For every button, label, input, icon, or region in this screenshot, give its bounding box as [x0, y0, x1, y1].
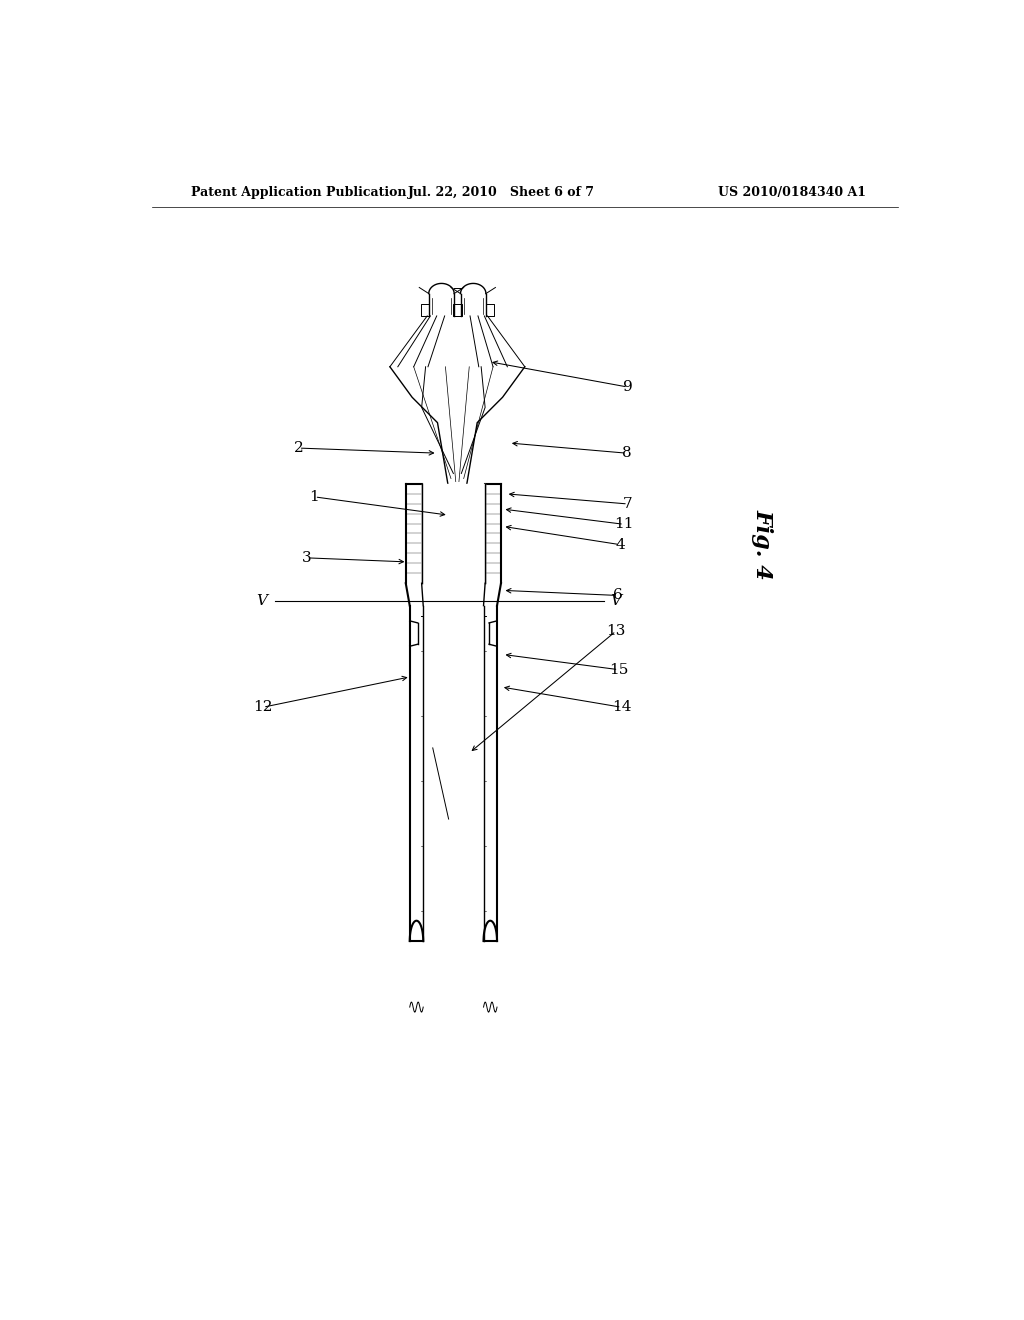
Text: 4: 4: [615, 537, 625, 552]
Text: 8: 8: [622, 446, 631, 461]
Text: 9: 9: [623, 380, 633, 395]
Text: 7: 7: [624, 496, 633, 511]
Text: 11: 11: [614, 517, 634, 532]
Text: 12: 12: [253, 700, 272, 714]
Text: 1: 1: [309, 490, 319, 504]
Text: 14: 14: [612, 700, 632, 714]
Text: V: V: [610, 594, 622, 607]
Text: V: V: [256, 594, 267, 607]
Text: Patent Application Publication: Patent Application Publication: [191, 186, 407, 199]
Text: US 2010/0184340 A1: US 2010/0184340 A1: [718, 186, 866, 199]
Text: 6: 6: [612, 589, 623, 602]
Text: Jul. 22, 2010   Sheet 6 of 7: Jul. 22, 2010 Sheet 6 of 7: [408, 186, 595, 199]
Text: 2: 2: [294, 441, 303, 455]
Text: 13: 13: [606, 624, 626, 638]
Text: 15: 15: [608, 663, 628, 677]
Text: 3: 3: [302, 550, 311, 565]
Text: Fig. 4: Fig. 4: [752, 510, 774, 579]
